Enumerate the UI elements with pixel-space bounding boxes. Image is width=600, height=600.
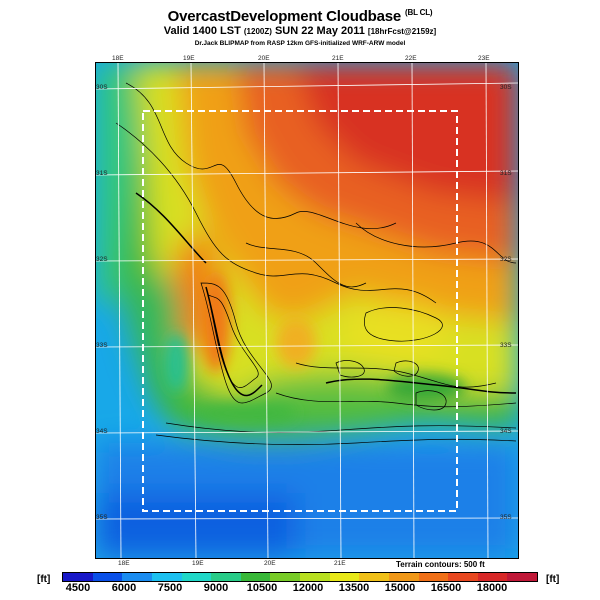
color-swatch [418, 573, 449, 581]
top-lon-label: 20E [258, 55, 270, 62]
legend-unit-left: [ft] [37, 574, 51, 585]
valid-date: SUN 22 May 2011 [274, 25, 365, 37]
color-scale-tick: 9000 [203, 582, 229, 594]
color-swatch [240, 573, 271, 581]
color-scale-tick: 4500 [65, 582, 91, 594]
valid-zulu: (1200Z) [243, 27, 272, 36]
color-scale-tick: 18000 [476, 582, 508, 594]
right-lat-label: 31S [500, 170, 512, 177]
color-swatch [477, 573, 508, 581]
color-swatch [388, 573, 419, 581]
color-scale-tick: 10500 [246, 582, 278, 594]
left-lat-label: 30S [96, 84, 108, 91]
latlon-grid [96, 63, 518, 558]
terrain-contours-major [135, 192, 517, 397]
color-swatch [181, 573, 212, 581]
color-scale-tick: 15000 [384, 582, 416, 594]
map-svg [96, 63, 518, 558]
color-swatch [63, 573, 93, 581]
color-swatch [151, 573, 182, 581]
color-swatch [329, 573, 360, 581]
right-lat-label: 35S [500, 514, 512, 521]
valid-line: Valid 1400 LST (1200Z) SUN 22 May 2011 [… [0, 25, 600, 37]
terrain-contour-note: Terrain contours: 500 ft [396, 560, 485, 569]
right-lat-label: 32S [500, 256, 512, 263]
right-lat-label: 33S [500, 342, 512, 349]
top-lon-label: 22E [405, 55, 417, 62]
top-lon-label: 23E [478, 55, 490, 62]
bottom-lon-label: 18E [118, 560, 130, 567]
top-lon-label: 18E [112, 55, 124, 62]
top-lon-label: 19E [183, 55, 195, 62]
legend-unit-right: [ft] [546, 574, 560, 585]
credit-line: Dr.Jack BLIPMAP from RASP 12km GFS-initi… [194, 40, 406, 47]
cloudbase-detail [164, 273, 466, 423]
color-swatch [122, 573, 152, 581]
right-lat-label: 30S [500, 84, 512, 91]
forecast-hour: [18hrFcst@2159z] [367, 27, 437, 36]
right-lat-label: 34S [500, 428, 512, 435]
color-scale-tick: 13500 [338, 582, 370, 594]
chart-title: OvercastDevelopment Cloudbase (BL CL) [0, 8, 600, 25]
left-lat-label: 35S [96, 514, 108, 521]
color-swatch [270, 573, 300, 581]
color-scale-tick: 6000 [111, 582, 137, 594]
color-scale-tick: 7500 [157, 582, 183, 594]
color-swatch [211, 573, 241, 581]
map-canvas[interactable] [95, 62, 519, 559]
left-lat-label: 32S [96, 256, 108, 263]
bottom-lon-label: 21E [334, 560, 346, 567]
color-scale-tick: 16500 [430, 582, 462, 594]
color-swatch [448, 573, 478, 581]
color-swatch [507, 573, 537, 581]
left-lat-label: 33S [96, 342, 108, 349]
terrain-contours [115, 82, 517, 445]
left-lat-label: 31S [96, 170, 108, 177]
title-main: OvercastDevelopment Cloudbase [167, 8, 402, 25]
inner-domain-box [142, 110, 458, 512]
bottom-lon-label: 20E [264, 560, 276, 567]
color-scale-bar [62, 572, 538, 582]
bottom-lon-label: 19E [192, 560, 204, 567]
color-swatch [359, 573, 389, 581]
color-scale-tick: 12000 [292, 582, 324, 594]
valid-time: Valid 1400 LST [163, 25, 241, 37]
color-swatch [92, 573, 123, 581]
title-suffix: (BL CL) [405, 8, 433, 17]
left-lat-label: 34S [96, 428, 108, 435]
color-swatch [300, 573, 330, 581]
cloudbase-field [96, 63, 518, 558]
top-lon-label: 21E [332, 55, 344, 62]
